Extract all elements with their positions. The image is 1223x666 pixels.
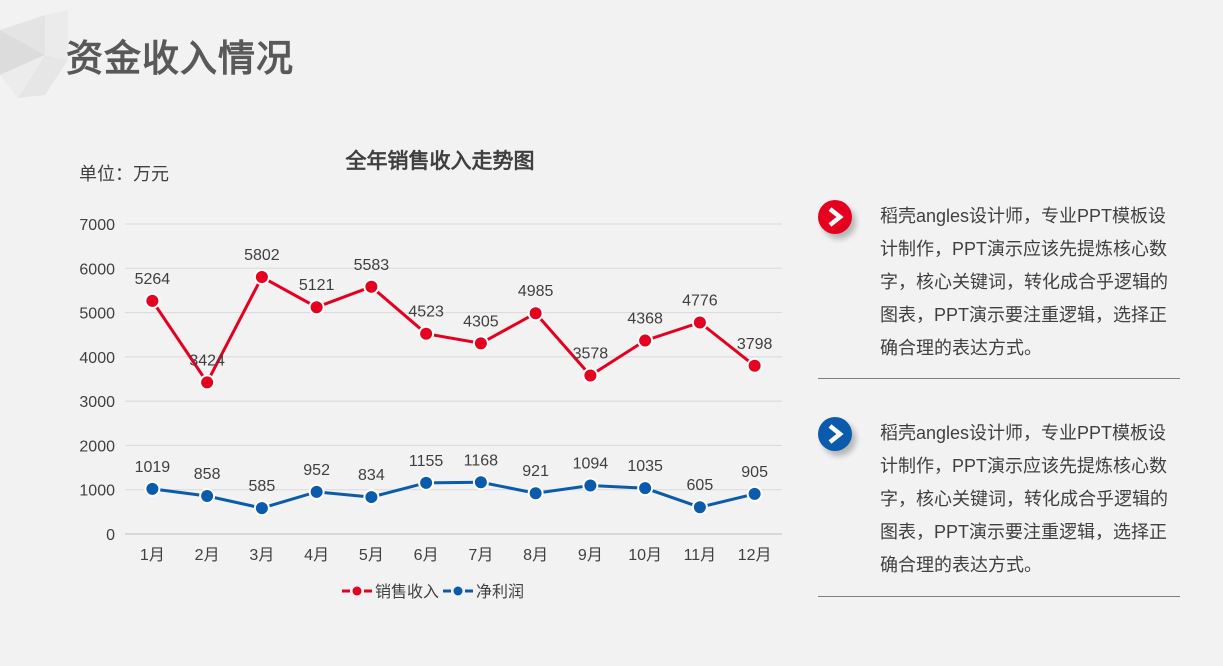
data-label: 4776 xyxy=(682,292,718,309)
data-point xyxy=(472,335,489,352)
y-tick-label: 4000 xyxy=(79,350,115,367)
data-point xyxy=(308,299,325,316)
series-line xyxy=(151,274,756,386)
unit-label: 单位：万元 xyxy=(79,164,169,184)
data-point xyxy=(746,485,763,502)
note-line: 确合理的表达方式。 xyxy=(880,338,1042,358)
data-point xyxy=(582,477,599,494)
y-tick-label: 0 xyxy=(106,527,115,544)
data-label: 1019 xyxy=(135,459,171,476)
data-point xyxy=(199,374,216,391)
legend-marker xyxy=(352,586,362,596)
data-label: 1035 xyxy=(627,458,663,475)
legend-label: 销售收入 xyxy=(375,583,439,601)
data-label: 834 xyxy=(358,467,385,484)
data-point xyxy=(527,305,544,322)
data-label: 921 xyxy=(522,463,549,480)
data-point xyxy=(308,483,325,500)
note-line: 计制作，PPT演示应该先提炼核心数 xyxy=(880,456,1168,476)
data-point xyxy=(691,499,708,516)
note-line: 图表，PPT演示要注重逻辑，选择正 xyxy=(880,522,1168,542)
data-point xyxy=(637,332,654,349)
x-tick-label: 3月 xyxy=(249,547,274,564)
note-line: 字，核心关键词，转化成合乎逻辑的 xyxy=(880,272,1168,292)
data-label: 4985 xyxy=(518,283,554,300)
data-label: 5121 xyxy=(299,277,335,294)
x-tick-label: 7月 xyxy=(468,547,493,564)
data-label: 5583 xyxy=(354,257,390,274)
data-point xyxy=(253,269,270,286)
data-label: 585 xyxy=(249,478,276,495)
data-label: 3798 xyxy=(737,336,773,353)
x-tick-label: 10月 xyxy=(628,547,662,564)
note-line: 字，核心关键词，转化成合乎逻辑的 xyxy=(880,489,1168,509)
data-point xyxy=(691,314,708,331)
data-point xyxy=(144,292,161,309)
chevron-right-icon xyxy=(818,200,852,234)
note-text: 稻壳angles设计师，专业PPT模板设 计制作，PPT演示应该先提炼核心数 字… xyxy=(880,417,1180,582)
x-tick-label: 9月 xyxy=(578,547,603,564)
note-line: 计制作，PPT演示应该先提炼核心数 xyxy=(880,239,1168,259)
legend-label: 净利润 xyxy=(476,583,524,601)
data-point xyxy=(363,278,380,295)
data-label: 5264 xyxy=(135,271,171,288)
note-line: 稻壳angles设计师，专业PPT模板设 xyxy=(880,423,1167,443)
note-line: 图表，PPT演示要注重逻辑，选择正 xyxy=(880,305,1168,325)
y-tick-label: 7000 xyxy=(79,217,115,234)
data-point xyxy=(472,474,489,491)
x-tick-label: 8月 xyxy=(523,547,548,564)
data-label: 1168 xyxy=(464,452,499,469)
data-label: 5802 xyxy=(244,247,280,264)
data-label: 605 xyxy=(687,477,714,494)
triangle-pattern-decoration xyxy=(0,10,68,98)
data-label: 905 xyxy=(741,464,768,481)
y-tick-label: 3000 xyxy=(79,394,115,411)
y-tick-label: 6000 xyxy=(79,261,115,278)
data-point xyxy=(637,480,654,497)
series-line xyxy=(152,480,755,510)
data-label: 1094 xyxy=(573,456,609,473)
x-tick-label: 11月 xyxy=(684,547,717,564)
data-label: 3424 xyxy=(189,352,225,369)
page-title: 资金收入情况 xyxy=(66,38,294,79)
note-text: 稻壳angles设计师，专业PPT模板设 计制作，PPT演示应该先提炼核心数 字… xyxy=(880,200,1180,365)
legend-marker xyxy=(453,586,463,596)
y-tick-label: 5000 xyxy=(79,306,115,323)
x-tick-label: 4月 xyxy=(304,547,329,564)
x-tick-label: 2月 xyxy=(195,547,220,564)
data-label: 858 xyxy=(194,466,221,483)
data-point xyxy=(582,367,599,384)
data-label: 3578 xyxy=(573,346,609,363)
x-tick-label: 1月 xyxy=(140,547,165,564)
y-tick-label: 1000 xyxy=(79,483,115,500)
note-line: 确合理的表达方式。 xyxy=(880,555,1042,575)
data-point xyxy=(418,474,435,491)
x-tick-label: 12月 xyxy=(738,547,772,564)
x-tick-label: 5月 xyxy=(359,547,384,564)
data-point xyxy=(199,488,216,505)
chevron-right-icon xyxy=(818,417,852,451)
note-2: 稻壳angles设计师，专业PPT模板设 计制作，PPT演示应该先提炼核心数 字… xyxy=(818,417,1180,597)
data-point xyxy=(527,485,544,502)
note-line: 稻壳angles设计师，专业PPT模板设 xyxy=(880,206,1167,226)
data-point xyxy=(144,480,161,497)
chart-title: 全年销售收入走势图 xyxy=(345,149,535,173)
x-tick-label: 6月 xyxy=(414,547,439,564)
data-label: 1155 xyxy=(409,453,444,470)
y-tick-label: 2000 xyxy=(79,438,115,455)
data-point xyxy=(363,489,380,506)
data-label: 4368 xyxy=(627,311,663,328)
data-label: 4523 xyxy=(408,304,444,321)
data-point xyxy=(746,357,763,374)
data-point xyxy=(253,500,270,517)
data-point xyxy=(418,325,435,342)
data-label: 952 xyxy=(303,462,330,479)
data-label: 4305 xyxy=(463,313,499,330)
note-1: 稻壳angles设计师，专业PPT模板设 计制作，PPT演示应该先提炼核心数 字… xyxy=(818,200,1180,379)
line-chart: 全年销售收入走势图 0 1000 2000 3000 4000 5000 6000 7000 1月… xyxy=(79,149,782,601)
